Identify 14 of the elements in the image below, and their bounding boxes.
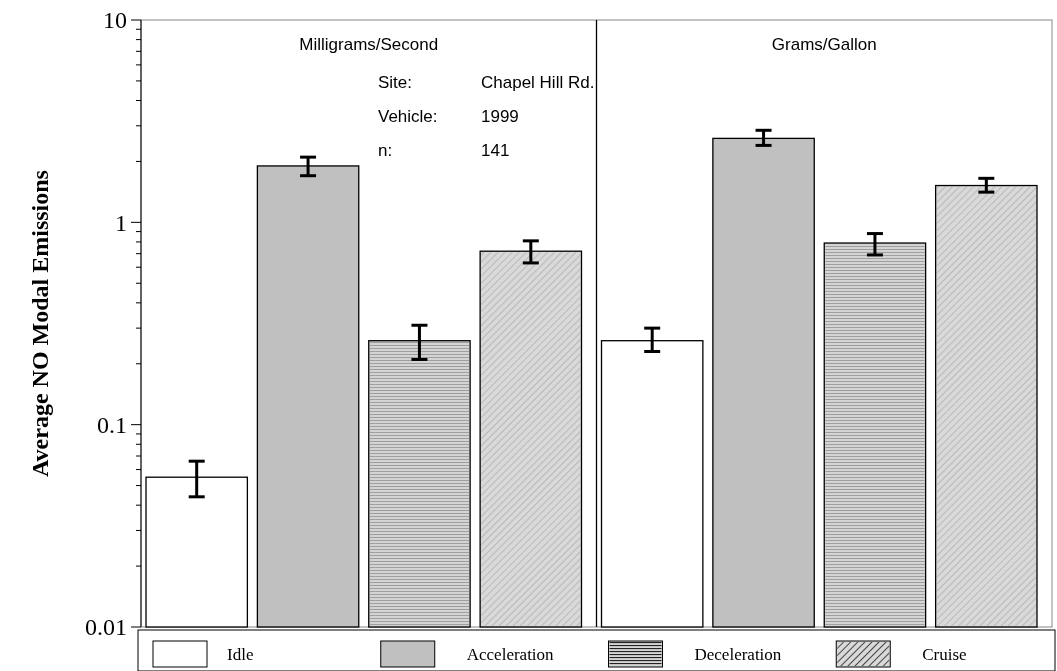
y-axis-title: Average NO Modal Emissions [27,170,53,477]
legend-label: Idle [227,645,254,664]
x-tick-label: Grams/Gallon [771,35,877,54]
legend-label: Deceleration [694,645,782,664]
y-tick-label: 0.1 [97,412,127,439]
text: Site: Chapel Hill Rd. [378,73,595,92]
legend-label: Cruise [922,645,967,664]
legend-label: Acceleration [466,645,555,664]
text: n: 141 [378,141,510,160]
text: Vehicle: 1999 [378,107,519,126]
x-tick-label: Milligrams/Second [299,35,439,54]
y-tick-label: 10 [103,7,127,34]
y-tick-label: 0.01 [85,614,127,641]
y-tick-label: 1 [115,209,127,236]
